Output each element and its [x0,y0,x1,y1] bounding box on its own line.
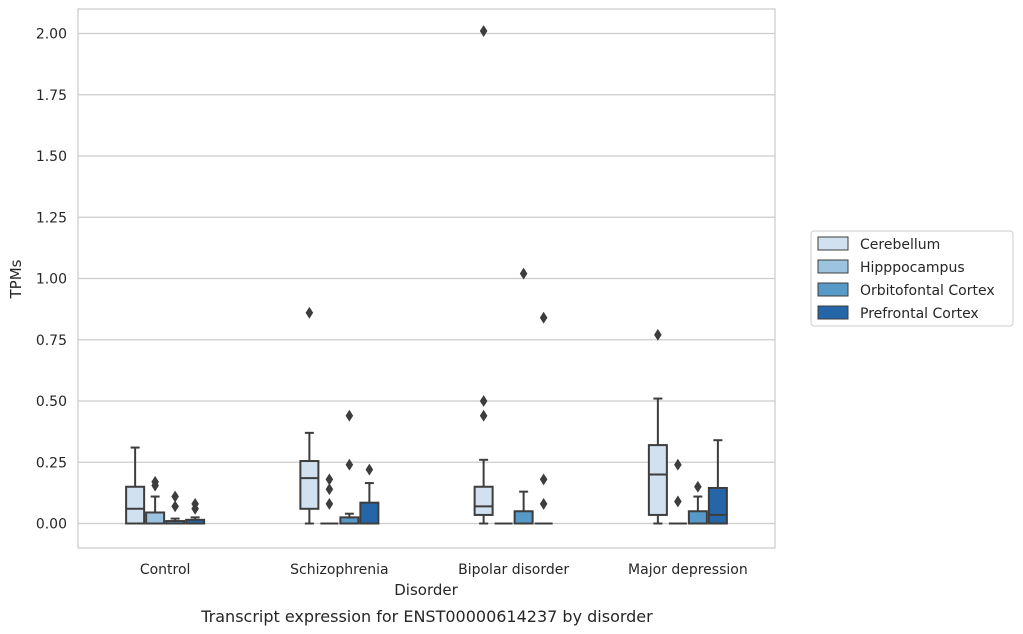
box-body [513,510,534,525]
y-axis-title: TPMs [7,259,25,299]
outlier-point [345,409,354,422]
y-tick-label: 0.25 [36,455,67,471]
box-2-3 [687,480,708,525]
x-axis-title: Disorder [394,581,458,599]
box-body [359,501,380,525]
box-0-1 [299,306,320,525]
box-3-2 [534,311,553,525]
box-body [145,511,166,525]
box-2-2 [513,267,534,525]
y-tick-label: 1.25 [36,210,67,226]
outlier-point [345,458,354,471]
outlier-point [674,458,682,471]
outlier-point [539,497,548,510]
y-tick-label: 0.00 [36,517,67,533]
y-tick-label: 1.50 [36,149,67,165]
box-1-3 [668,458,687,525]
outlier-point [325,497,334,510]
outlier-point [365,463,374,476]
outlier-point [539,473,548,486]
outlier-point [694,480,702,493]
y-tick-label: 1.00 [36,272,67,288]
legend-label: Cerebellum [860,237,940,253]
x-tick-labels: Control Schizophrenia Bipolar disorder Majo… [140,562,748,578]
boxes [125,25,728,525]
box-3-1 [359,463,380,525]
box-0-0 [125,446,146,525]
box-body [687,510,708,525]
legend-label: Orbitofontal Cortex [860,283,995,299]
box-2-0 [165,490,186,525]
outlier-point [325,483,334,496]
outlier-point [674,495,682,508]
y-tick-label: 0.50 [36,394,67,410]
box-0-2 [473,25,494,525]
box-3-0 [185,497,206,525]
plot-area-frame [77,8,776,549]
legend-label: Hipppocampus [860,260,965,276]
gridlines [78,32,775,525]
box-3-3 [707,439,728,525]
outlier-point [539,311,548,324]
outlier-point [654,328,662,341]
x-tick-label: Control [140,562,191,578]
box-1-0 [145,475,166,525]
y-tick-label: 2.00 [36,27,67,43]
x-tick-label: Schizophrenia [290,562,388,578]
legend-label: Prefrontal Cortex [860,306,979,322]
legend-swatch [817,305,849,320]
outlier-point [171,500,179,513]
outlier-point [151,475,159,488]
outlier-point [479,395,488,407]
legend-frame [810,230,1014,327]
legend-swatch [817,282,849,297]
box-0-3 [647,328,668,525]
x-tick-label: Bipolar disorder [458,562,569,578]
y-tick-label: 0.75 [36,333,67,349]
legend: Cerebellum Hipppocampus Orbitofontal Corte… [810,230,1014,327]
outlier-point [479,25,488,37]
y-tick-labels: 0.00 0.25 0.50 0.75 1.00 1.25 1.50 1.75 2.00 [36,27,67,533]
box-body [125,485,146,525]
box-2-1 [339,409,360,525]
x-tick-label: Major depression [628,562,748,578]
box-body [707,486,728,525]
outlier-point [519,267,528,280]
outlier-point [325,473,334,486]
outlier-point [305,306,314,319]
outlier-point [479,409,488,422]
box-1-1 [320,473,339,525]
outlier-point [191,497,199,510]
legend-swatch [817,259,849,274]
legend-swatch [817,236,849,251]
box-body [473,485,494,516]
box-body [647,444,668,516]
outlier-point [171,490,179,503]
y-tick-label: 1.75 [36,88,67,104]
box-body [299,460,320,510]
figure-caption: Transcript expression for ENST0000061423… [200,607,653,626]
